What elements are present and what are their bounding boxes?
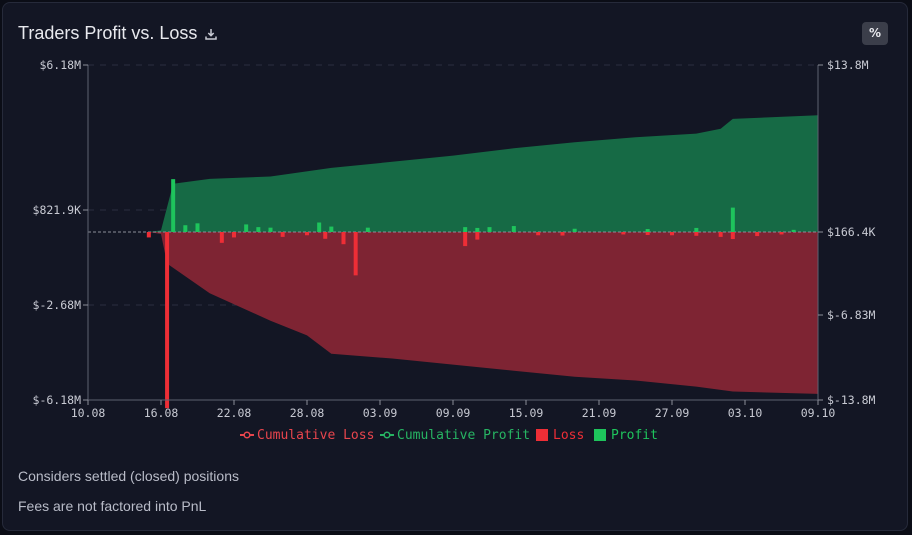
right-tick-label-0: $13.8M (827, 58, 869, 72)
x-tick-label-6: 15.09 (509, 406, 544, 420)
x-tick-label-7: 21.09 (582, 406, 617, 420)
profit-bar-7 (329, 226, 334, 232)
profit-bar-0 (171, 179, 176, 232)
legend-profit-swatch (594, 429, 606, 441)
note-settled-positions: Considers settled (closed) positions (18, 468, 239, 484)
download-icon[interactable] (204, 27, 218, 41)
right-tick-label-3: $-13.8M (827, 393, 876, 407)
legend-cumulative-loss-label: Cumulative Loss (257, 428, 374, 443)
loss-bar-7 (341, 232, 346, 245)
right-tick-label-2: $-6.83M (827, 308, 876, 322)
profit-bar-10 (475, 227, 480, 232)
legend-cumulative-profit-label: Cumulative Profit (397, 428, 530, 443)
profit-bar-1 (183, 225, 188, 232)
profit-bar-17 (791, 229, 796, 232)
loss-bar-10 (475, 232, 480, 240)
profit-bar-12 (511, 226, 516, 232)
x-tick-label-3: 28.08 (290, 406, 325, 420)
right-tick-label-1: $166.4K (827, 225, 876, 239)
loss-bar-0 (146, 232, 151, 238)
loss-bar-6 (323, 232, 328, 239)
legend-loss-label: Loss (553, 428, 584, 443)
loss-bar-15 (670, 232, 674, 236)
profit-bar-9 (463, 227, 468, 232)
chart-header: Traders Profit vs. Loss (18, 23, 218, 44)
profit-bar-11 (487, 227, 492, 232)
x-tick-label-9: 03.10 (728, 406, 763, 420)
x-tick-label-1: 16.08 (144, 406, 179, 420)
loss-bar-5 (305, 232, 309, 236)
profit-bar-3 (244, 224, 249, 232)
loss-bar-20 (779, 232, 784, 235)
profit-bar-16 (730, 207, 735, 232)
left-tick-label-3: $-6.18M (33, 393, 82, 407)
legend-cumulative-loss-marker (243, 431, 251, 439)
loss-bar-9 (463, 232, 468, 247)
loss-bar-12 (560, 232, 565, 236)
profit-bar-13 (572, 228, 577, 232)
note-fees: Fees are not factored into PnL (18, 498, 207, 514)
legend-cumulative-profit-marker (383, 431, 391, 439)
legend-profit-label: Profit (611, 428, 658, 443)
loss-bar-2 (219, 232, 224, 243)
profit-bar-8 (365, 227, 370, 232)
x-tick-label-5: 09.09 (436, 406, 471, 420)
profit-bar-15 (694, 227, 699, 232)
loss-bar-13 (621, 232, 626, 235)
profit-bar-2 (195, 223, 200, 232)
legend-loss-swatch (536, 429, 548, 441)
loss-bar-8 (353, 232, 358, 276)
loss-bar-16 (694, 232, 699, 236)
loss-bar-11 (536, 232, 541, 236)
loss-bar-19 (755, 232, 760, 237)
percent-toggle-button[interactable]: % (862, 22, 888, 45)
loss-bar-17 (718, 232, 723, 237)
loss-bar-4 (280, 232, 285, 237)
profit-bar-6 (317, 222, 322, 232)
x-tick-label-2: 22.08 (217, 406, 252, 420)
left-tick-label-1: $821.9K (33, 203, 82, 217)
x-tick-label-8: 27.09 (655, 406, 690, 420)
x-tick-label-0: 10.08 (71, 406, 106, 420)
profit-bar-4 (256, 227, 261, 232)
profit-bar-14 (645, 229, 650, 232)
loss-bar-3 (232, 232, 236, 238)
cumulative-loss-area (88, 232, 818, 394)
x-tick-label-4: 03.09 (363, 406, 398, 420)
profit-bar-5 (268, 227, 273, 232)
left-tick-label-2: $-2.68M (33, 298, 82, 312)
chart-title: Traders Profit vs. Loss (18, 23, 198, 43)
loss-bar-14 (645, 232, 650, 235)
left-tick-label-0: $6.18M (39, 58, 81, 72)
loss-bar-18 (730, 232, 735, 240)
loss-bar-1 (165, 232, 170, 409)
cumulative-profit-area (88, 115, 818, 232)
x-tick-label-10: 09.10 (801, 406, 836, 420)
